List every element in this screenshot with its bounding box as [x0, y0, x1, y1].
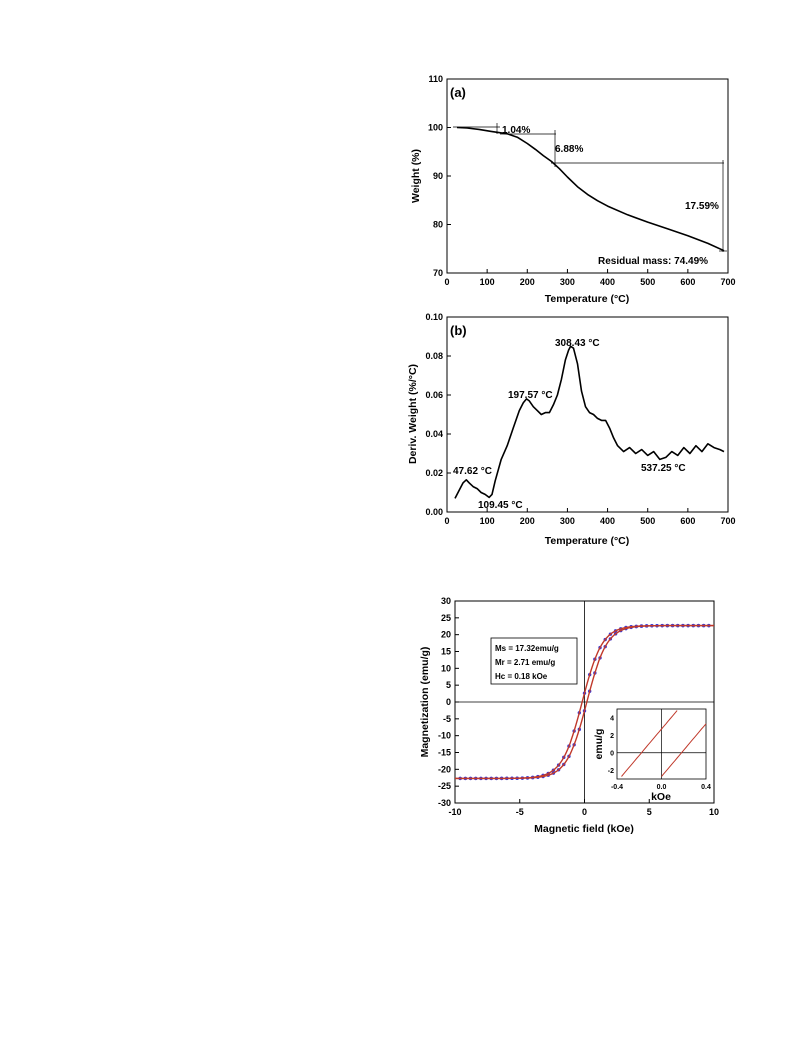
mh-inset-x-tick-label: -0.4: [611, 784, 623, 791]
mh-y-tick-label: -10: [438, 731, 451, 741]
dtg-ticks: 0 100 200 300 400 500 600 700 0.00 0.02 0.04 0.06 0.…: [425, 312, 735, 526]
mh-inset-y-tick-label: 4: [610, 715, 614, 722]
dtg-y-tick-label: 0.00: [425, 507, 443, 517]
dtg-y-tick-label: 0.06: [425, 390, 443, 400]
tga-y-tick-label: 80: [433, 220, 443, 230]
tga-x-tick-label: 0: [444, 277, 449, 287]
mh-info-box: Ms = 17.32emu/g Mr = 2.71 emu/g Hc = 0.1…: [490, 637, 578, 685]
tga-x-tick-label: 200: [520, 277, 535, 287]
dtg-curve: [454, 345, 725, 499]
mh-x-tick-label: -5: [516, 807, 524, 817]
mh-ms-text: Ms = 17.32emu/g: [495, 644, 559, 653]
tga-y-axis-label: Weight (%): [410, 149, 422, 203]
tga-chart: 0 100 200 300 400 500 600 700 70 80 90 100 110 (a) 1…: [410, 74, 736, 305]
mh-y-tick-label: -20: [438, 764, 451, 774]
tga-y-tick-label: 90: [433, 171, 443, 181]
dtg-x-tick-label: 200: [520, 516, 535, 526]
mh-y-tick-label: 0: [446, 697, 451, 707]
tga-y-tick-label: 100: [428, 123, 443, 133]
dtg-y-axis-label: Deriv. Weight (%/°C): [407, 364, 419, 464]
tga-ticks: 0 100 200 300 400 500 600 700 70 80 90 100 110: [428, 74, 736, 287]
mh-x-tick-label: 0: [582, 807, 587, 817]
dtg-x-tick-label: 700: [720, 516, 735, 526]
mh-hc-text: Hc = 0.18 kOe: [495, 672, 548, 681]
mh-y-tick-label: -15: [438, 748, 451, 758]
mh-y-tick-label: 15: [441, 647, 451, 657]
tga-step-markers: [453, 123, 727, 252]
mh-y-tick-label: 10: [441, 663, 451, 673]
mh-y-tick-label: 20: [441, 630, 451, 640]
mh-inset-x-label: kOe: [651, 791, 671, 803]
mh-y-axis-label: Magnetization (emu/g): [419, 647, 431, 758]
mh-zero-axes: [455, 601, 714, 803]
dtg-chart: 0 100 200 300 400 500 600 700 0.00 0.02 0.04 0.06 0.…: [407, 312, 736, 547]
mh-y-tick-label: 5: [446, 680, 451, 690]
dtg-peak-47-label: 47.62 °C: [453, 466, 492, 477]
dtg-537-label: 537.25 °C: [641, 463, 686, 474]
dtg-peak-308-label: 308.43 °C: [555, 338, 600, 349]
tga-x-tick-label: 700: [720, 277, 735, 287]
mh-inset-y-label: emu/g: [593, 729, 605, 760]
tga-panel-label: (a): [450, 85, 466, 100]
tga-y-tick-label: 70: [433, 268, 443, 278]
dtg-deriv-line: [454, 345, 725, 499]
mh-inset-x-tick-label: 0.0: [657, 784, 667, 791]
mh-inset: -0.4 0.0 0.4 -2 0 2 4 kOe emu/g: [593, 708, 711, 803]
tga-y-tick-label: 110: [428, 74, 443, 84]
tga-x-tick-label: 600: [680, 277, 695, 287]
mh-x-tick-label: 10: [709, 807, 719, 817]
dtg-min-109-label: 109.45 °C: [478, 500, 523, 511]
mh-y-tick-label: -25: [438, 781, 451, 791]
dtg-x-tick-label: 500: [640, 516, 655, 526]
mh-inset-x-tick-label: 0.4: [701, 784, 711, 791]
mh-x-tick-label: -10: [448, 807, 461, 817]
tga-weight-line: [456, 126, 725, 252]
dtg-panel-label: (b): [450, 323, 467, 338]
dtg-y-tick-label: 0.10: [425, 312, 443, 322]
mh-inset-ascending-line: [661, 723, 707, 777]
mh-y-tick-label: 30: [441, 596, 451, 606]
tga-x-tick-label: 400: [600, 277, 615, 287]
dtg-peak-197-label: 197.57 °C: [508, 390, 553, 401]
mh-inset-y-tick-label: -2: [608, 768, 614, 775]
mh-inset-y-tick-label: 0: [610, 750, 614, 757]
tga-plot-frame: [446, 78, 729, 274]
dtg-y-tick-label: 0.08: [425, 351, 443, 361]
dtg-y-tick-label: 0.04: [425, 429, 443, 439]
mh-info-box-frame: [490, 637, 578, 685]
tga-x-axis-label: Temperature (°C): [545, 293, 630, 305]
mh-inset-y-tick-label: 2: [610, 733, 614, 740]
tga-curve: [456, 126, 725, 252]
mh-mr-text: Mr = 2.71 emu/g: [495, 658, 555, 667]
dtg-x-tick-label: 400: [600, 516, 615, 526]
tga-step3-label: 17.59%: [685, 201, 719, 212]
dtg-x-tick-label: 600: [680, 516, 695, 526]
mh-inset-body: -0.4 0.0 0.4 -2 0 2 4: [608, 709, 711, 791]
dtg-plot-frame: [446, 316, 729, 513]
tga-step2-label: 6.88%: [555, 144, 583, 155]
dtg-x-tick-label: 100: [480, 516, 495, 526]
dtg-x-tick-label: 300: [560, 516, 575, 526]
tga-x-tick-label: 300: [560, 277, 575, 287]
mh-x-axis-label: Magnetic field (kOe): [534, 823, 634, 835]
tga-x-tick-label: 500: [640, 277, 655, 287]
mh-y-tick-label: -5: [443, 714, 451, 724]
mh-descending-branch: [455, 624, 714, 780]
mh-inset-descending-line: [621, 710, 678, 777]
tga-step1-label: 1.04%: [502, 125, 530, 136]
dtg-y-tick-label: 0.02: [425, 468, 443, 478]
mh-loop: [455, 623, 714, 781]
mh-y-tick-label: 25: [441, 613, 451, 623]
dtg-x-axis-label: Temperature (°C): [545, 535, 630, 547]
tga-residual-label: Residual mass: 74.49%: [598, 256, 708, 267]
tga-x-tick-label: 100: [480, 277, 495, 287]
mh-y-tick-label: -30: [438, 798, 451, 808]
dtg-x-tick-label: 0: [444, 516, 449, 526]
mh-x-tick-label: 5: [647, 807, 652, 817]
